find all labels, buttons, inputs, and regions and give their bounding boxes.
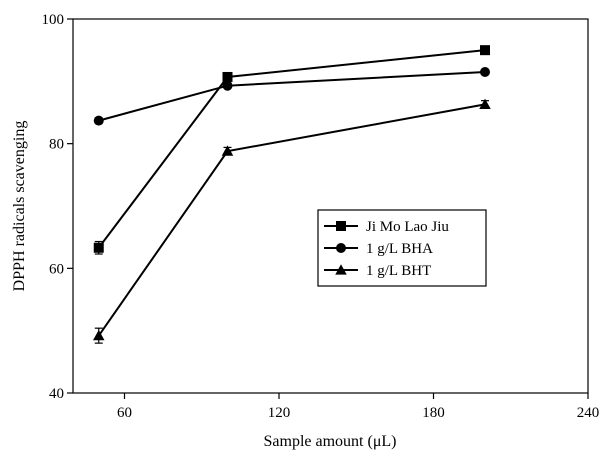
series-square — [93, 45, 490, 255]
data-point — [480, 45, 490, 56]
series-triangle — [93, 98, 491, 344]
legend-marker-circle — [336, 243, 346, 253]
plot-border — [72, 18, 589, 394]
y-axis-title: DPPH radicals scavenging — [11, 121, 28, 292]
x-tick-label: 60 — [117, 405, 132, 421]
legend: Ji Mo Lao Jiu 1 g/L BHA 1 g/L BHT — [317, 209, 487, 287]
data-point — [93, 115, 104, 126]
data-point — [480, 66, 490, 77]
series-line — [98, 70, 486, 122]
data-point — [222, 71, 233, 82]
series-layer — [93, 45, 491, 344]
legend-label: Ji Mo Lao Jiu — [366, 219, 449, 235]
series-circle — [93, 66, 490, 126]
data-point — [93, 329, 105, 341]
axis-ticks: 60 120 180 240 40 60 80 100 — [42, 12, 600, 421]
legend-marker-square — [336, 221, 346, 231]
data-point — [479, 98, 491, 109]
x-tick-label: 180 — [422, 405, 445, 421]
y-tick-label: 100 — [42, 12, 65, 28]
legend-label: 1 g/L BHA — [366, 241, 433, 257]
y-tick-label: 40 — [49, 386, 64, 402]
legend-marker-triangle — [335, 264, 347, 275]
x-tick-label: 240 — [577, 405, 600, 421]
data-point — [222, 80, 233, 91]
data-point — [93, 242, 104, 253]
y-tick-label: 60 — [49, 261, 64, 277]
y-tick-label: 80 — [49, 137, 64, 153]
x-tick-label: 120 — [268, 405, 291, 421]
data-point — [221, 145, 234, 156]
x-axis-title: Sample amount (μL) — [264, 433, 397, 450]
legend-label: 1 g/L BHT — [366, 263, 431, 279]
plot-frame — [72, 18, 589, 394]
